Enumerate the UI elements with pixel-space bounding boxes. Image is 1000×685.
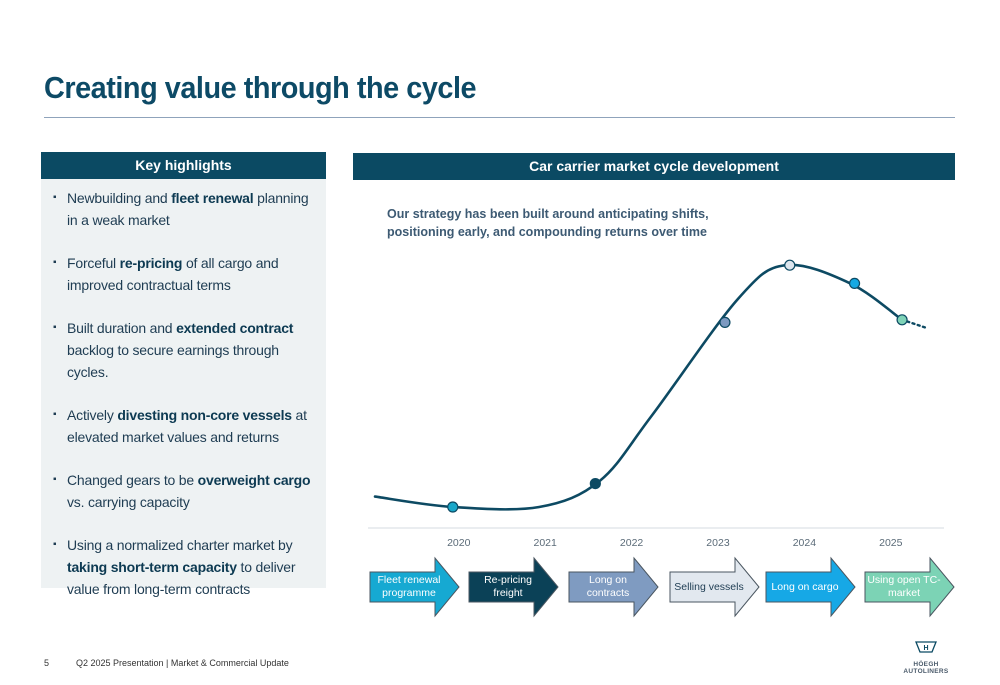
year-tick-label: 2021: [533, 537, 557, 549]
cycle-marker: [896, 314, 908, 326]
year-tick-label: 2022: [620, 537, 644, 549]
highlight-text: Using a normalized charter market by: [67, 537, 293, 553]
highlight-emphasis: taking short-term capacity: [67, 559, 237, 575]
highlight-text: of all cargo and improved contractual te…: [67, 255, 279, 293]
footer-text: Q2 2025 Presentation | Market & Commerci…: [76, 658, 289, 668]
year-tick-label: 2024: [793, 537, 817, 549]
cycle-marker: [784, 259, 796, 271]
phase-arrow: Re-pricing freight: [468, 556, 560, 618]
phase-label: Long on contracts: [586, 574, 630, 599]
key-highlights-header: Key highlights: [41, 152, 326, 179]
phase-label: Re-pricing freight: [484, 574, 532, 599]
phase-arrow: Long on cargo: [765, 556, 857, 618]
year-tick-label: 2025: [879, 537, 903, 549]
highlight-text: Actively: [67, 407, 118, 423]
highlight-text: vs. carrying capacity: [67, 494, 190, 510]
highlight-text: backlog to secure earnings through cycle…: [67, 342, 279, 380]
title-divider: [44, 117, 955, 118]
arrow-shape: [468, 556, 559, 618]
highlight-item: Newbuilding and fleet renewal planning i…: [53, 187, 317, 231]
phase-arrow: Using open TC-market: [864, 556, 956, 618]
highlight-text: Changed gears to be: [67, 472, 198, 488]
highlight-text: to deliver value from long-term contract…: [67, 559, 296, 597]
arrow-shape: [669, 556, 760, 618]
year-tick-label: 2020: [447, 537, 471, 549]
arrow-shape: [765, 556, 856, 618]
cycle-marker: [447, 501, 459, 513]
phase-label: Long on cargo: [771, 580, 839, 593]
key-highlights-panel: Key highlights Newbuilding and fleet ren…: [41, 152, 326, 597]
page-title: Creating value through the cycle: [44, 70, 477, 105]
highlight-emphasis: overweight cargo: [197, 472, 311, 488]
highlight-emphasis: re-pricing: [119, 255, 183, 271]
highlight-item: Changed gears to be overweight cargo vs.…: [53, 469, 317, 513]
page-number: 5: [44, 658, 50, 668]
highlights-list: Newbuilding and fleet renewal planning i…: [53, 187, 317, 621]
year-tick-label: 2023: [706, 537, 730, 549]
highlight-item: Actively divesting non-core vessels at e…: [53, 404, 317, 448]
phase-label: Fleet renewal programme: [377, 574, 441, 599]
cycle-curve: [373, 263, 904, 511]
arrow-shape: [864, 556, 955, 618]
highlight-text: Newbuilding and: [67, 190, 172, 206]
highlight-text: planning in a weak market: [67, 190, 309, 228]
highlight-text: Built duration and: [67, 320, 177, 336]
company-logo: H HÖEGH AUTOLINERS: [895, 640, 957, 675]
phase-label: Selling vessels: [674, 580, 744, 593]
strategy-statement: Our strategy has been built around antic…: [387, 207, 709, 239]
phase-arrow: Fleet renewal programme: [369, 556, 461, 618]
logo-wordmark: HÖEGH AUTOLINERS: [903, 661, 949, 675]
highlight-item: Using a normalized charter market by tak…: [53, 534, 317, 600]
highlight-emphasis: extended contract: [176, 320, 294, 336]
cycle-marker: [848, 277, 861, 289]
highlight-item: Forceful re-pricing of all cargo and imp…: [53, 252, 317, 296]
phase-label: Using open TC-market: [867, 574, 941, 599]
trend-continuation: [900, 318, 928, 329]
market-cycle-header: Car carrier market cycle development: [353, 153, 955, 180]
highlight-text: Forceful: [67, 255, 120, 271]
cycle-marker: [719, 316, 731, 328]
svg-text:H: H: [923, 645, 928, 652]
ship-flag-icon: H: [915, 641, 937, 653]
phase-arrow: Selling vessels: [669, 556, 761, 618]
highlight-item: Built duration and extended contract bac…: [53, 317, 317, 383]
highlight-text: at elevated market values and returns: [67, 407, 307, 445]
cycle-marker: [589, 478, 601, 490]
arrow-shape: [568, 556, 659, 618]
highlight-emphasis: divesting non-core vessels: [117, 407, 292, 423]
highlight-emphasis: fleet renewal: [171, 190, 254, 206]
phase-arrow: Long on contracts: [568, 556, 660, 618]
arrow-shape: [369, 556, 460, 618]
